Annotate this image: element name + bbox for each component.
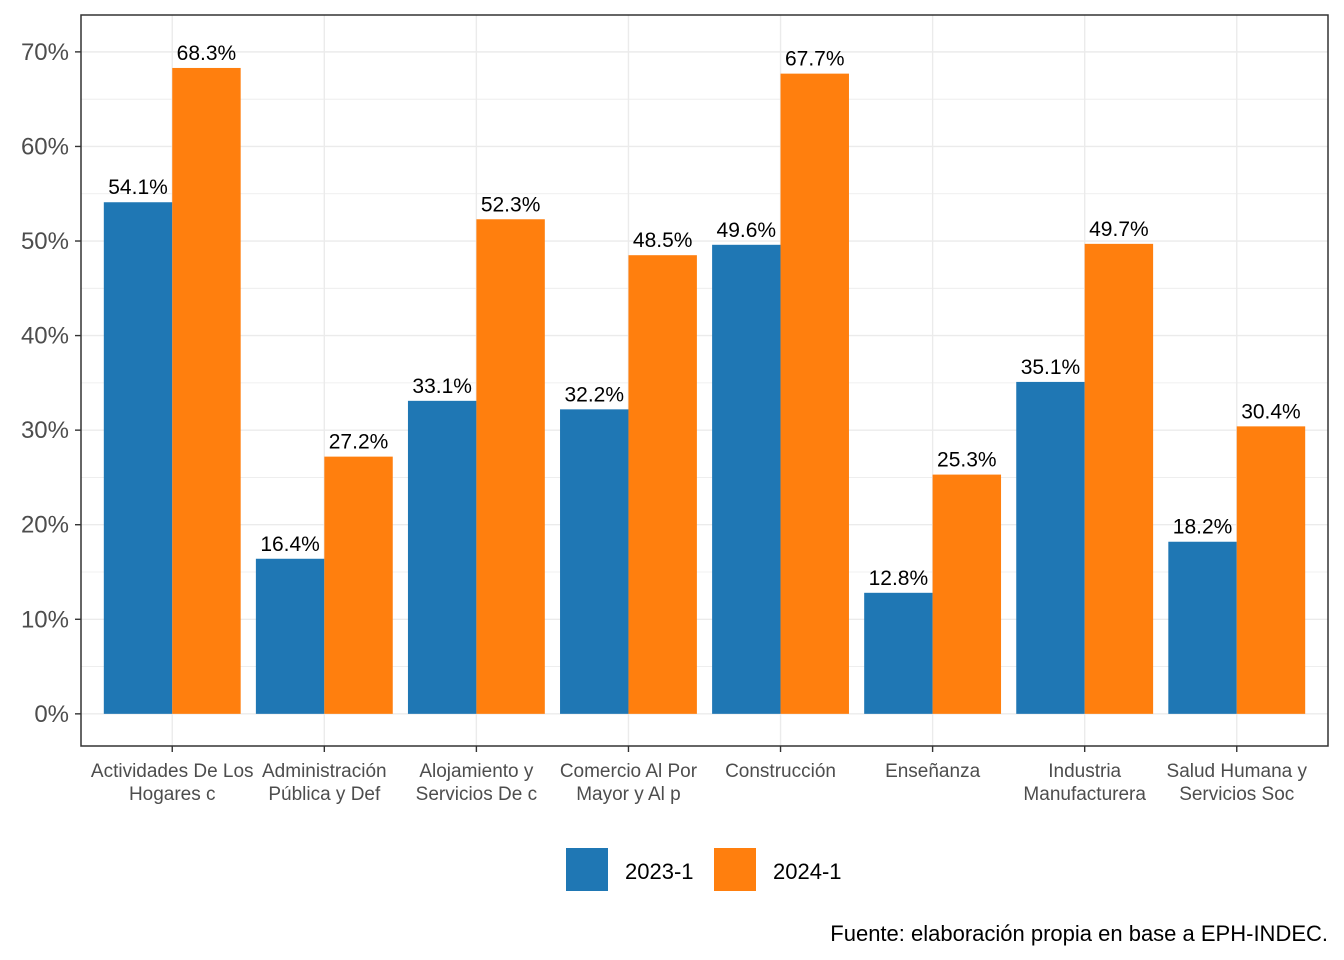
bar-2023-1	[560, 409, 629, 714]
x-tick-label: Administración Pública y Def	[262, 761, 387, 805]
data-label: 30.4%	[1241, 400, 1301, 423]
bar-2023-1	[712, 244, 781, 714]
data-label: 52.3%	[481, 193, 541, 216]
y-tick-label: 50%	[21, 228, 69, 255]
bar-2023-1	[103, 202, 173, 714]
y-tick-label: 30%	[21, 417, 69, 444]
data-label: 35.1%	[1021, 356, 1081, 379]
legend-label: 2024-1	[773, 859, 842, 884]
data-label: 32.2%	[564, 383, 624, 406]
data-label: 67.7%	[785, 48, 845, 71]
bar-2023-1	[1016, 381, 1085, 714]
x-tick-label: Enseñanza	[885, 761, 981, 782]
data-label: 68.3%	[177, 42, 237, 65]
x-tick-label: Salud Humana y Servicios Soc	[1167, 761, 1308, 805]
bar-2024-1	[628, 255, 697, 714]
bar-2024-1	[1084, 243, 1154, 714]
x-tick-label: Industria Manufacturera	[1023, 761, 1146, 805]
bar-2023-1	[1168, 541, 1237, 714]
data-label: 48.5%	[633, 229, 693, 252]
data-label: 16.4%	[260, 533, 320, 556]
legend-key-2024-1	[714, 848, 756, 891]
data-label: 49.7%	[1089, 218, 1149, 241]
x-tick-label: Construcción	[725, 761, 836, 782]
data-label: 49.6%	[717, 219, 777, 242]
x-tick-label: Alojamiento y Servicios De c	[416, 761, 537, 805]
legend-label: 2023-1	[625, 859, 694, 884]
x-tick-label: Comercio Al Por Mayor y Al p	[560, 761, 698, 805]
bar-2024-1	[932, 474, 1002, 714]
y-tick-label: 40%	[21, 323, 69, 350]
bar-2024-1	[324, 456, 393, 714]
data-labels: 54.1% 16.4% 33.1% 32.2% 49.6% 12.8% 35.1% 18.2%…	[108, 42, 1300, 590]
bar-2024-1	[1236, 426, 1306, 714]
bar-2024-1	[780, 73, 849, 714]
plot-border	[80, 14, 1329, 747]
legend-key-2023-1	[566, 848, 608, 891]
y-tick-label: 60%	[21, 133, 69, 160]
x-tick-label: Actividades De Los Hogares c	[91, 761, 254, 805]
bar-2023-1	[864, 592, 933, 714]
bar-2024-1	[476, 219, 545, 714]
data-label: 33.1%	[412, 375, 472, 398]
data-label: 27.2%	[329, 431, 389, 454]
y-tick-label: 70%	[21, 39, 69, 66]
data-label: 25.3%	[937, 449, 997, 472]
bar-2023-1	[255, 558, 325, 714]
legend: 2023-1 2024-1	[566, 848, 842, 891]
x-axis: Actividades De Los Hogares cAdministració…	[91, 746, 1308, 805]
data-label: 12.8%	[869, 567, 929, 590]
bar-2024-1	[172, 67, 241, 714]
y-tick-label: 20%	[21, 512, 69, 539]
y-axis: 0% 10% 20% 30% 40% 50% 60% 70%	[21, 39, 81, 728]
data-label: 54.1%	[108, 176, 168, 199]
bars	[103, 67, 1306, 714]
bar-2023-1	[407, 400, 477, 714]
data-label: 18.2%	[1173, 516, 1233, 539]
caption: Fuente: elaboración propia en base a EPH…	[830, 921, 1328, 946]
y-tick-label: 10%	[21, 606, 69, 633]
y-tick-label: 0%	[34, 701, 69, 728]
